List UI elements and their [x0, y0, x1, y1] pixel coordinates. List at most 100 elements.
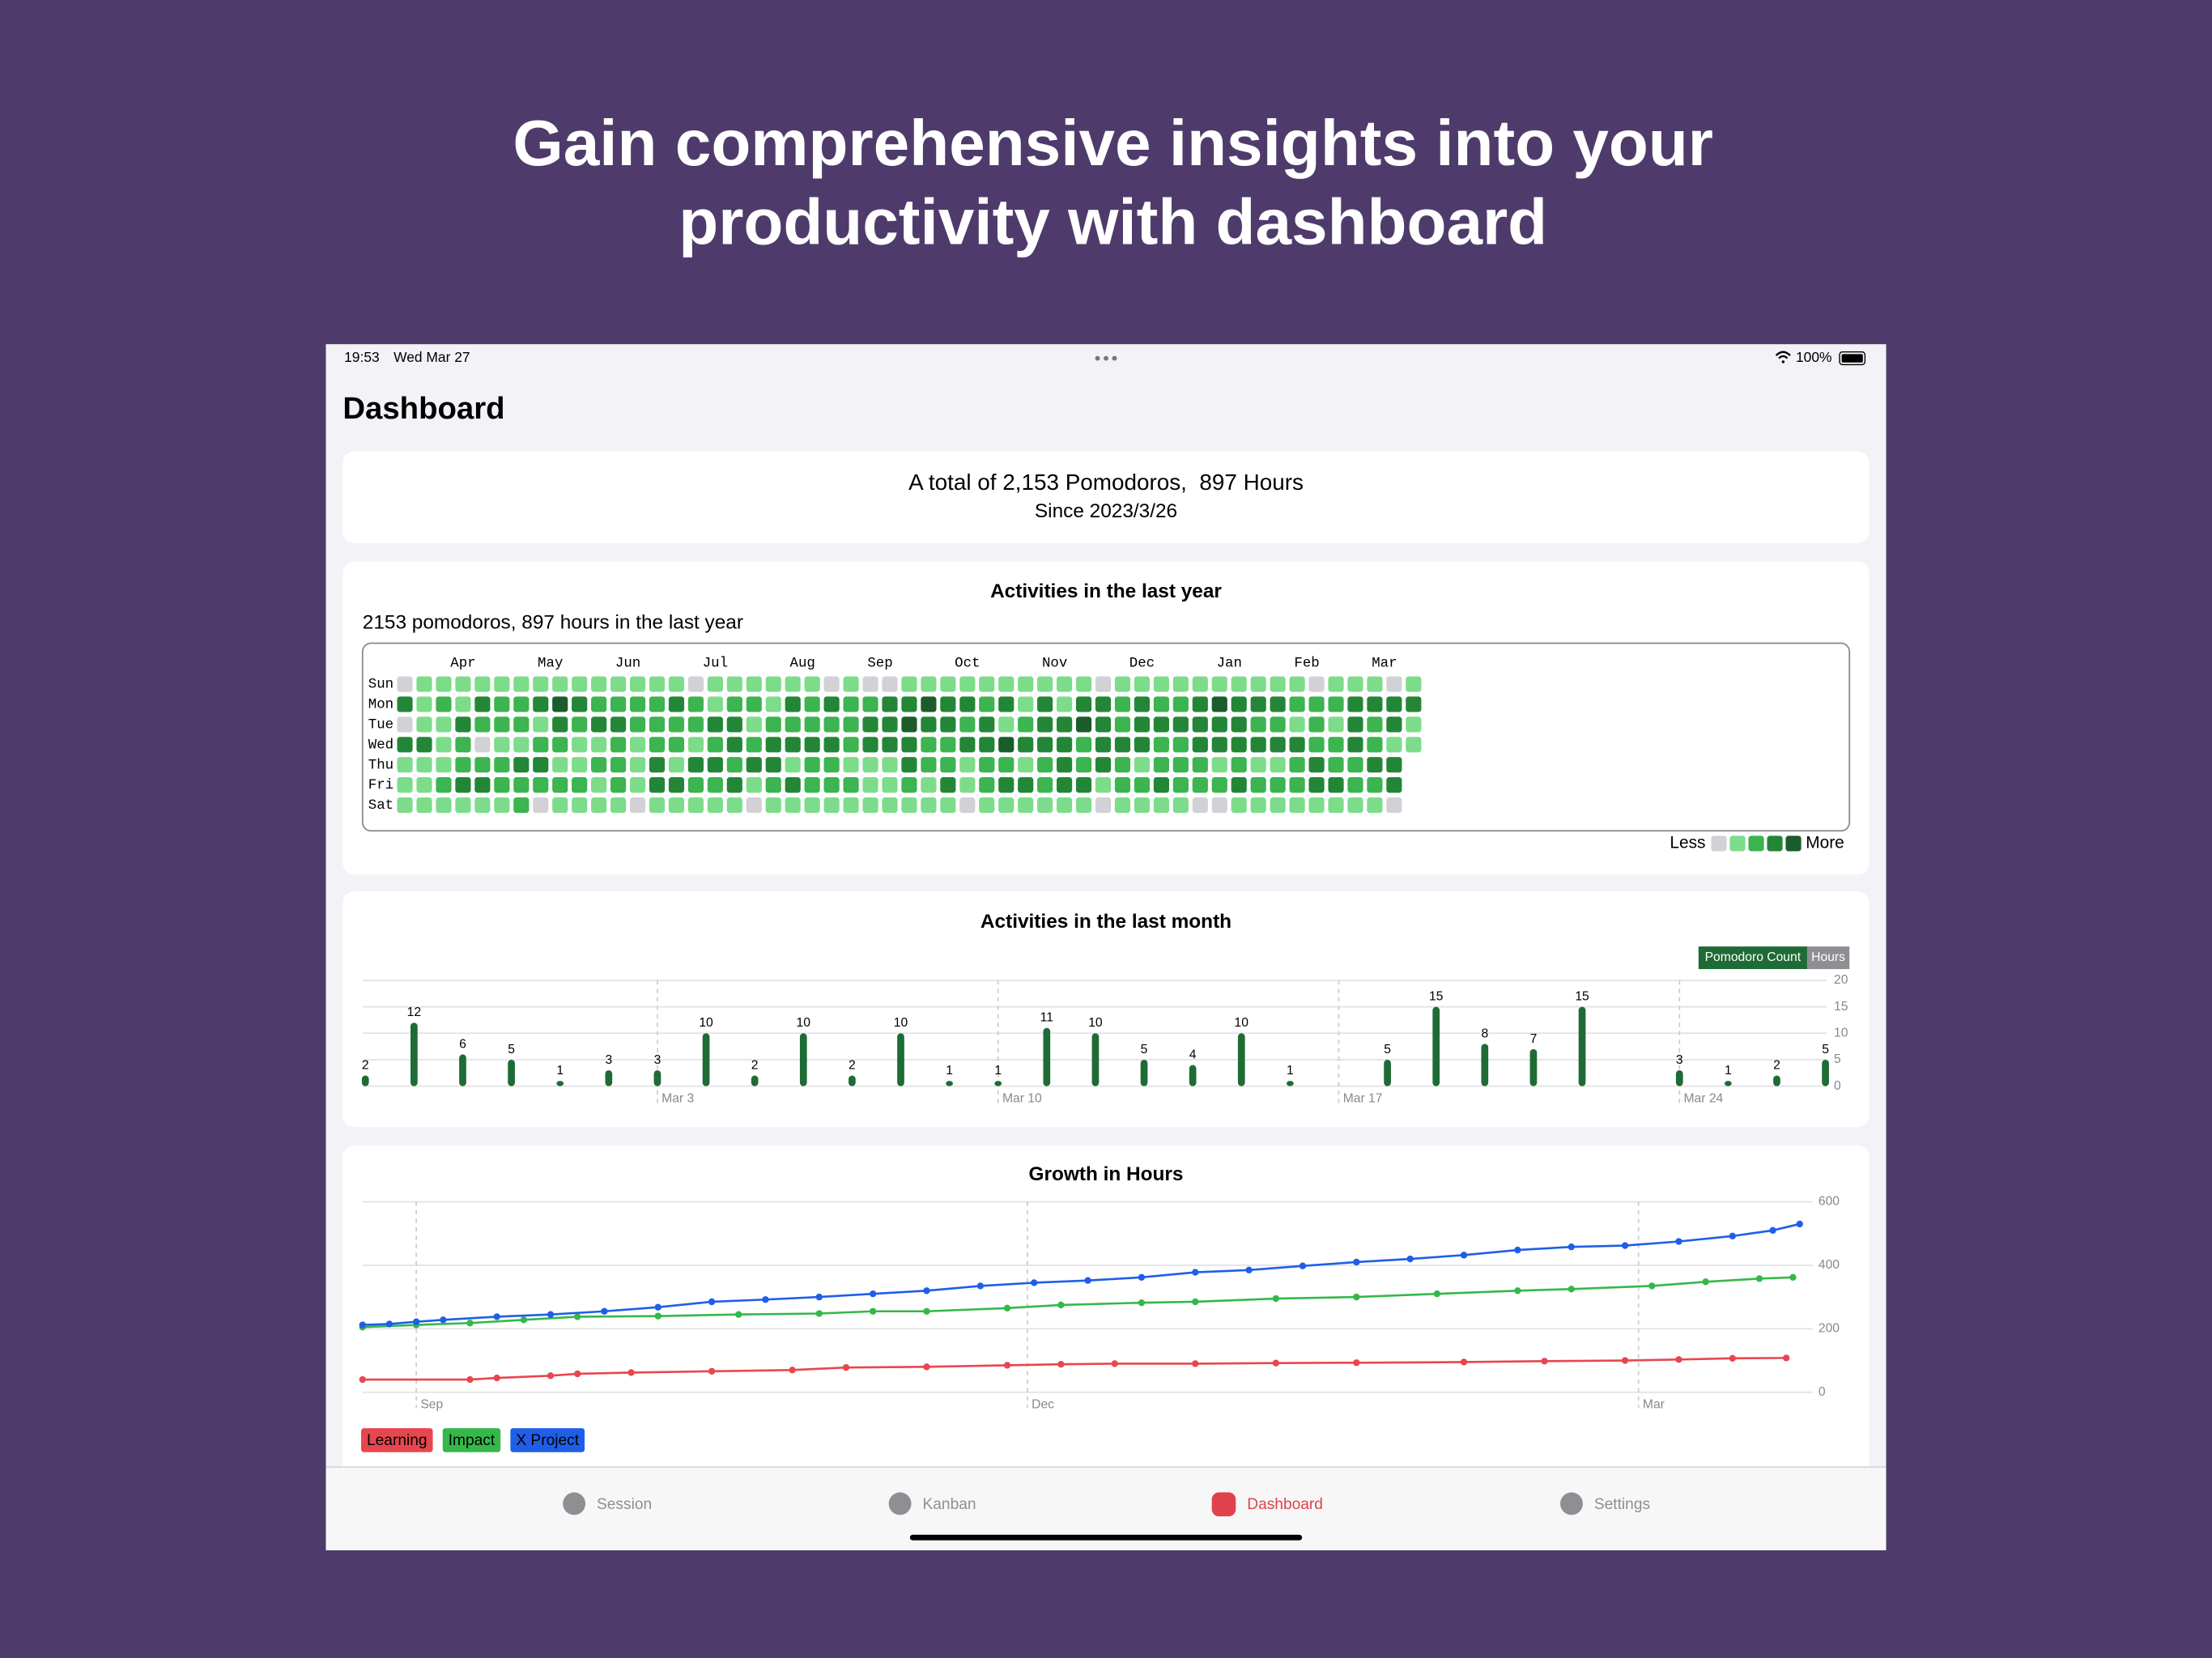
heatmap-cell — [1328, 716, 1344, 733]
heatmap-cell — [746, 696, 762, 712]
legend-badge[interactable] — [510, 1428, 585, 1452]
heatmap-cell — [1037, 757, 1053, 773]
heatmap-cell — [436, 737, 452, 753]
heatmap-cell — [1289, 737, 1305, 753]
day-label: Sat — [368, 797, 393, 814]
battery-icon — [1841, 354, 1863, 363]
heatmap-cell — [572, 716, 588, 733]
value-label: 2 — [751, 1059, 759, 1073]
heatmap-cell — [1037, 716, 1053, 733]
heatmap-cell — [397, 716, 413, 733]
heatmap-cell — [513, 716, 530, 733]
tab[interactable]: Session — [563, 1492, 652, 1516]
heatmap-cell — [1250, 676, 1266, 692]
heatmap-cell — [1211, 737, 1227, 753]
bar — [946, 1081, 953, 1086]
heatmap-cell — [979, 676, 995, 692]
tab-icon[interactable] — [1560, 1492, 1583, 1516]
heatmap-cell — [1347, 797, 1363, 814]
heatmap-cell — [843, 737, 859, 753]
legend-badge[interactable] — [442, 1428, 501, 1452]
heatmap-cell — [1172, 696, 1189, 712]
tab[interactable]: Kanban — [888, 1492, 976, 1516]
point — [1192, 1298, 1199, 1306]
month-label: Mar — [1372, 656, 1397, 672]
month-label: Aug — [790, 656, 815, 672]
heatmap-cell — [882, 696, 898, 712]
heatmap-cell — [610, 737, 627, 753]
heatmap-cell — [940, 757, 956, 773]
tab[interactable]: Dashboard — [1211, 1492, 1323, 1517]
value-label: 3 — [1676, 1053, 1683, 1067]
month-label: Jul — [703, 656, 728, 672]
heatmap-cell — [649, 737, 666, 753]
month-label: Sep — [867, 656, 892, 672]
headline: productivity with dashboard — [678, 185, 1547, 258]
tab-label[interactable]: Dashboard — [1247, 1496, 1323, 1513]
heatmap-cell — [1406, 716, 1422, 733]
heatmap-cell — [1328, 737, 1344, 753]
line — [362, 1357, 1787, 1381]
home-indicator — [909, 1534, 1303, 1541]
point — [1272, 1295, 1279, 1303]
series-toggle[interactable] — [1806, 946, 1850, 970]
heatmap-cell — [901, 716, 917, 733]
page-title: Dashboard — [342, 391, 504, 426]
heatmap-cell — [572, 777, 588, 793]
point — [735, 1311, 742, 1318]
heatmap-cell — [959, 777, 976, 793]
heatmap-cell — [862, 676, 878, 692]
legend-badge[interactable] — [361, 1428, 433, 1452]
tab-label[interactable]: Session — [597, 1496, 652, 1513]
heatmap-cell — [1114, 777, 1131, 793]
heatmap-cell — [649, 716, 666, 733]
heatmap-cell — [1172, 737, 1189, 753]
point — [547, 1372, 555, 1380]
point — [1353, 1359, 1360, 1367]
point — [1729, 1354, 1736, 1362]
tab-label[interactable]: Settings — [1594, 1496, 1650, 1513]
value-label: 15 — [1429, 990, 1444, 1004]
heatmap-cell — [823, 777, 840, 793]
heatmap-cell — [1250, 797, 1266, 814]
heatmap-cell — [921, 676, 937, 692]
heatmap-cell — [397, 737, 413, 753]
x-tick-label: Mar 17 — [1343, 1091, 1383, 1105]
bar — [1675, 1070, 1683, 1086]
battery-text: 100% — [1796, 349, 1832, 365]
point — [869, 1290, 877, 1298]
series-toggle[interactable] — [1698, 946, 1807, 970]
heatmap-cell — [901, 777, 917, 793]
heatmap-cell — [726, 777, 742, 793]
point — [654, 1303, 661, 1311]
point — [923, 1363, 930, 1371]
month-label: May — [538, 656, 563, 672]
tab-icon[interactable] — [1211, 1492, 1236, 1517]
value-label: 15 — [1575, 990, 1589, 1004]
heatmap-cell — [1367, 696, 1383, 712]
heatmap-cell — [513, 696, 530, 712]
heatmap-cell — [1231, 696, 1247, 712]
heatmap-cell — [572, 797, 588, 814]
tab-icon[interactable] — [563, 1492, 586, 1516]
tab[interactable]: Settings — [1560, 1492, 1650, 1516]
heatmap-cell — [998, 757, 1015, 773]
heatmap-cell — [1270, 696, 1286, 712]
heatmap-cell — [436, 797, 452, 814]
bar — [1529, 1048, 1538, 1086]
point — [1675, 1238, 1682, 1245]
tab-label[interactable]: Kanban — [922, 1496, 976, 1513]
bar — [1384, 1059, 1391, 1086]
heatmap-cell — [1347, 716, 1363, 733]
tab-icon[interactable] — [888, 1492, 912, 1516]
point — [923, 1307, 930, 1315]
heatmap-cell — [746, 777, 762, 793]
heatmap-cell — [823, 737, 840, 753]
point — [1702, 1278, 1709, 1286]
heatmap-cell — [804, 696, 820, 712]
heatmap-cell — [610, 676, 627, 692]
heatmap-cell — [823, 696, 840, 712]
heatmap-cell — [998, 716, 1015, 733]
summary-line: Since 2023/3/26 — [1035, 500, 1177, 522]
heatmap-cell — [1037, 737, 1053, 753]
